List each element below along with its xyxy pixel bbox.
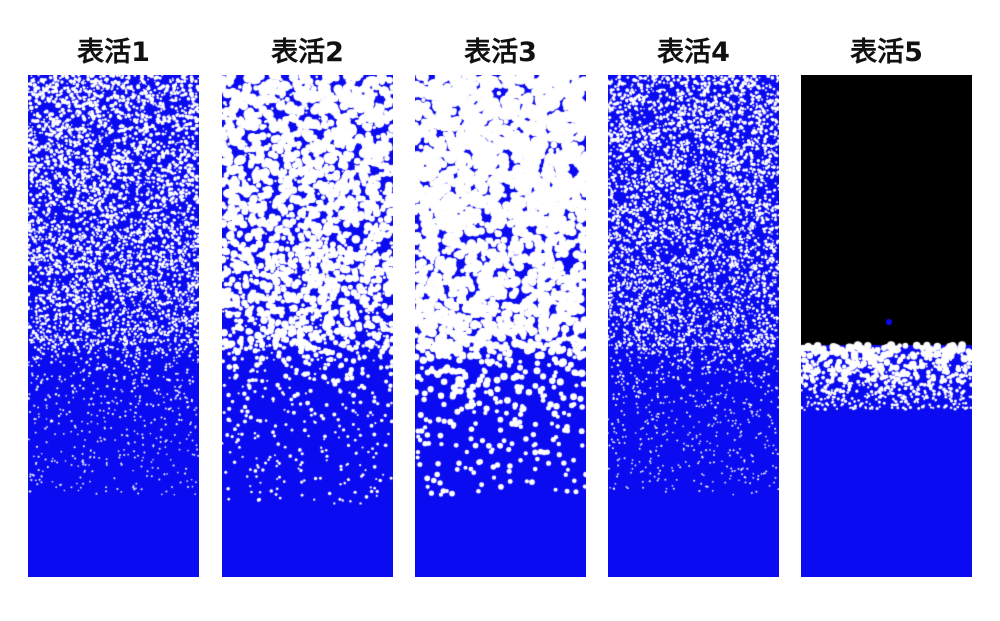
label-4: 表活4 [657,37,730,68]
label-5: 表活5 [850,37,923,68]
foam-image-2 [222,75,393,577]
label-2: 表活2 [271,37,344,68]
foam-image-5 [801,75,972,577]
label-3: 表活3 [464,37,537,68]
foam-image-4 [608,75,779,577]
foam-image-3 [415,75,586,577]
label-1: 表活1 [77,37,150,68]
foam-image-1 [28,75,199,577]
